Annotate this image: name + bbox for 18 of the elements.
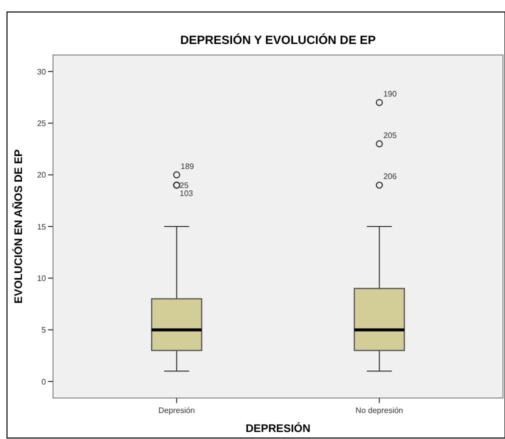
y-tick-label: 15 — [37, 222, 47, 232]
annotation: 25 — [180, 181, 190, 190]
chart-title: DEPRESIÓN Y EVOLUCIÓN DE EP — [180, 33, 376, 47]
x-tick-label: No depresión — [356, 406, 404, 415]
annotation: 189 — [180, 162, 195, 171]
annotation: 190 — [383, 90, 398, 99]
y-tick-label: 25 — [37, 118, 47, 128]
annotation: 205 — [383, 130, 398, 140]
y-tick-label: 10 — [37, 274, 47, 283]
y-tick-label: 5 — [42, 326, 47, 335]
x-tick-label: Depresión — [158, 406, 195, 415]
y-tick-label: 30 — [37, 67, 47, 76]
y-tick-label: 0 — [42, 377, 47, 386]
annotation: 206 — [383, 172, 398, 182]
y-tick-label: 20 — [37, 170, 47, 180]
annotation: 103 — [180, 189, 194, 198]
y-axis-title: EVOLUCIÓN EN AÑOS DE EP — [12, 149, 25, 304]
x-axis-title: DEPRESIÓN — [246, 422, 310, 435]
